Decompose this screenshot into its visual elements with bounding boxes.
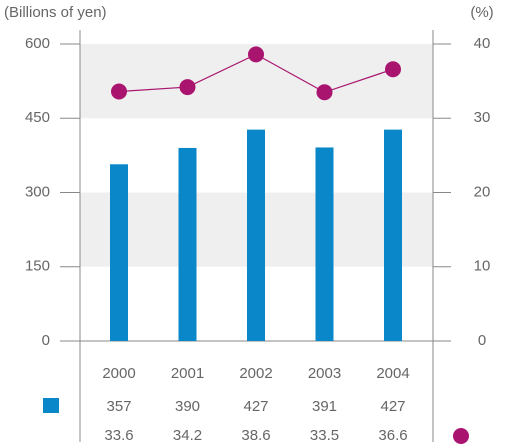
y2-tick-label: 0	[478, 332, 486, 349]
line-point	[248, 46, 264, 63]
table-value: 427	[243, 398, 268, 415]
x-tick-label: 2004	[376, 365, 409, 382]
line-point	[179, 79, 196, 96]
y-tick-label: 300	[25, 183, 50, 200]
y2-tick-label: 40	[474, 35, 491, 52]
y2-tick-label: 20	[474, 183, 491, 200]
line-point	[316, 84, 333, 101]
table-value: 36.6	[378, 427, 407, 444]
line-legend-icon	[453, 428, 469, 444]
table-value: 33.5	[310, 427, 339, 444]
y-tick-label: 0	[42, 332, 50, 349]
y-axis-label: (Billions of yen)	[4, 4, 107, 21]
line-point	[385, 61, 401, 78]
x-tick-label: 2003	[308, 365, 341, 382]
bar	[178, 147, 197, 341]
table-value: 33.6	[104, 427, 133, 444]
bar	[247, 129, 265, 341]
y2-axis-label: (%)	[470, 4, 493, 21]
table-value: 427	[380, 398, 405, 415]
bar	[110, 164, 128, 341]
x-tick-label: 2002	[239, 365, 272, 382]
table-value: 391	[312, 398, 337, 415]
y-tick-label: 450	[25, 109, 50, 126]
table-value: 357	[106, 398, 131, 415]
y-tick-label: 150	[25, 258, 50, 275]
x-tick-label: 2001	[171, 365, 204, 382]
table-value: 34.2	[173, 427, 202, 444]
y2-tick-label: 30	[474, 109, 491, 126]
y-tick-label: 600	[25, 35, 50, 52]
table-value: 390	[175, 398, 200, 415]
y2-tick-label: 10	[474, 258, 491, 275]
bar	[384, 129, 402, 341]
table-value: 38.6	[241, 427, 270, 444]
x-tick-label: 2000	[102, 365, 135, 382]
bar	[315, 147, 334, 341]
bar-legend-icon	[43, 398, 59, 413]
line-point	[111, 83, 127, 100]
